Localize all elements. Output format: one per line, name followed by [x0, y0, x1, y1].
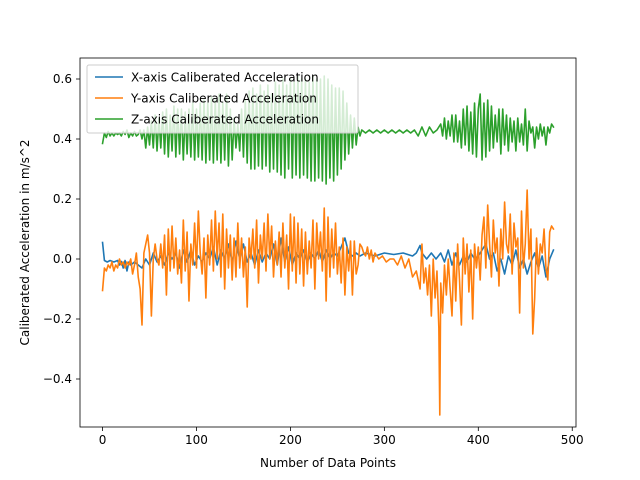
y-tick-label: 0.6 [53, 72, 72, 86]
legend-label-1: X-axis Caliberated Acceleration [131, 71, 319, 85]
legend-box [86, 64, 359, 134]
y-tick-label: 0.4 [53, 132, 72, 146]
y-axis-ticks: −0.4 −0.2 0.0 0.2 0.4 0.6 [43, 72, 80, 386]
legend-label-3: Z-axis Caliberated Acceleration [131, 113, 319, 127]
y-tick-label: −0.2 [43, 312, 72, 326]
x-axis-ticks: 0 100 200 300 400 500 [99, 427, 584, 447]
x-tick-label: 0 [99, 433, 107, 447]
x-axis-label: Number of Data Points [260, 456, 396, 470]
y-tick-label: −0.4 [43, 372, 72, 386]
y-tick-label: 0.2 [53, 192, 72, 206]
y-tick-label: 0.0 [53, 252, 72, 266]
axes-frame [79, 57, 577, 428]
legend-label-2: Y-axis Caliberated Acceleration [130, 92, 317, 106]
x-tick-label: 300 [373, 433, 396, 447]
x-tick-label: 400 [467, 433, 490, 447]
x-tick-label: 100 [185, 433, 208, 447]
x-tick-label: 500 [561, 433, 584, 447]
y-axis-label: Caliberated Acceleration in m/s^2 [18, 139, 32, 345]
legend: X-axis Caliberated Acceleration Y-axis Ca… [86, 64, 359, 134]
x-tick-label: 200 [279, 433, 302, 447]
series-line-2 [101, 189, 555, 416]
